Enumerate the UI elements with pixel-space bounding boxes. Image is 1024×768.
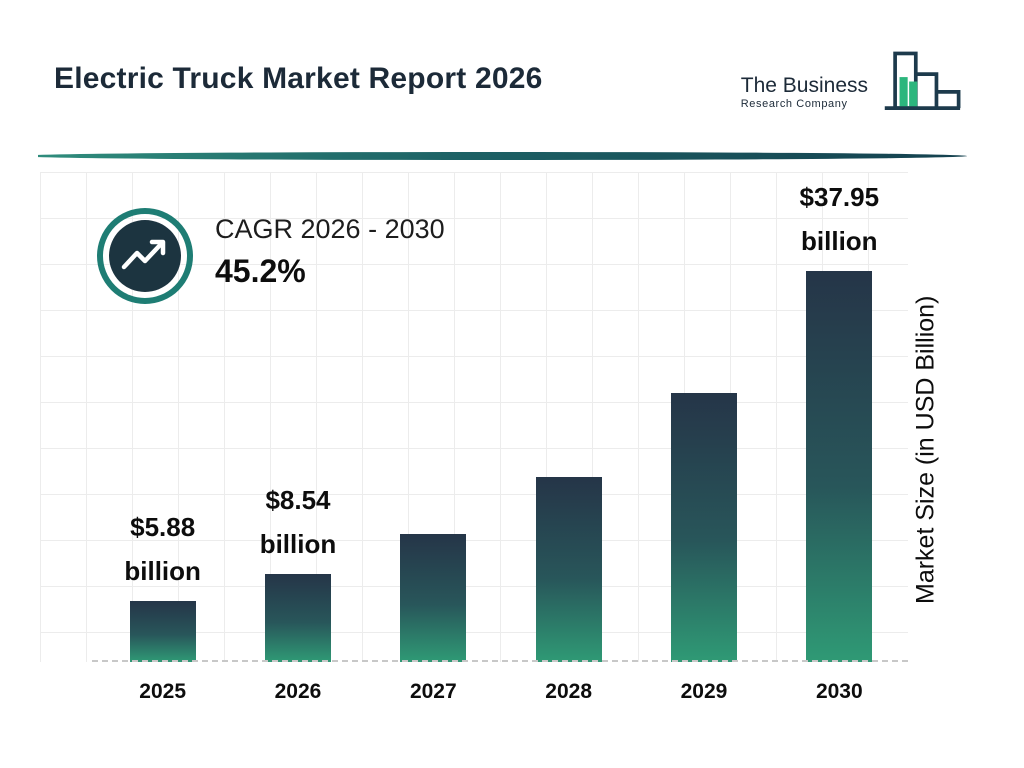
bar-value-label: $5.88 billion [124,511,201,586]
logo-name: The Business [740,74,868,98]
cagr-value: 45.2% [215,253,306,289]
bar-column [636,393,771,662]
cagr-badge: CAGR 2026 - 2030 45.2% [95,206,445,306]
bar-2030 [806,271,873,662]
bar-column: $8.54 billion [230,478,365,662]
x-axis-label: 2028 [545,680,592,703]
bar-column [366,534,501,662]
bar-2029 [670,393,737,662]
bar-2027 [400,534,467,662]
x-axis-label: 2029 [680,680,728,703]
y-axis-label: Market Size (in USD Billion) [911,295,940,605]
cagr-text: CAGR 2026 - 2030 45.2% [215,206,445,290]
x-axis-label: 2026 [274,680,322,703]
bar-column: $5.88 billion [95,505,230,662]
bar-column [501,477,636,662]
chart-grid [40,172,908,662]
bar-2026 [264,574,331,662]
logo-text: The Business Research Company [741,74,868,109]
bar-value-label: $8.54 billion [259,484,337,559]
x-axis-label: 2030 [815,680,863,703]
header-divider [38,152,968,160]
bar-value-label: $37.95 billion [799,181,880,256]
bar-2028 [535,477,602,662]
x-axis-label: 2025 [139,680,187,703]
x-axis-baseline [92,660,908,662]
page-title: Electric Truck Market Report 2026 [54,62,543,95]
bar-chart-logo-icon [870,42,966,124]
x-axis-label: 2027 [409,680,457,703]
logo-subtitle: Research Company [740,97,848,110]
cagr-label: CAGR 2026 - 2030 [215,214,445,244]
trend-arrow-icon [95,206,195,306]
bar-column: $37.95 billion [772,175,907,662]
bar-2025 [129,601,196,662]
company-logo: The Business Research Company [741,42,966,124]
chart-columns: $5.88 billion $8.54 billion $37.95 billion [95,175,907,662]
x-axis: 2025 2026 2027 2028 2029 2030 [95,680,907,704]
